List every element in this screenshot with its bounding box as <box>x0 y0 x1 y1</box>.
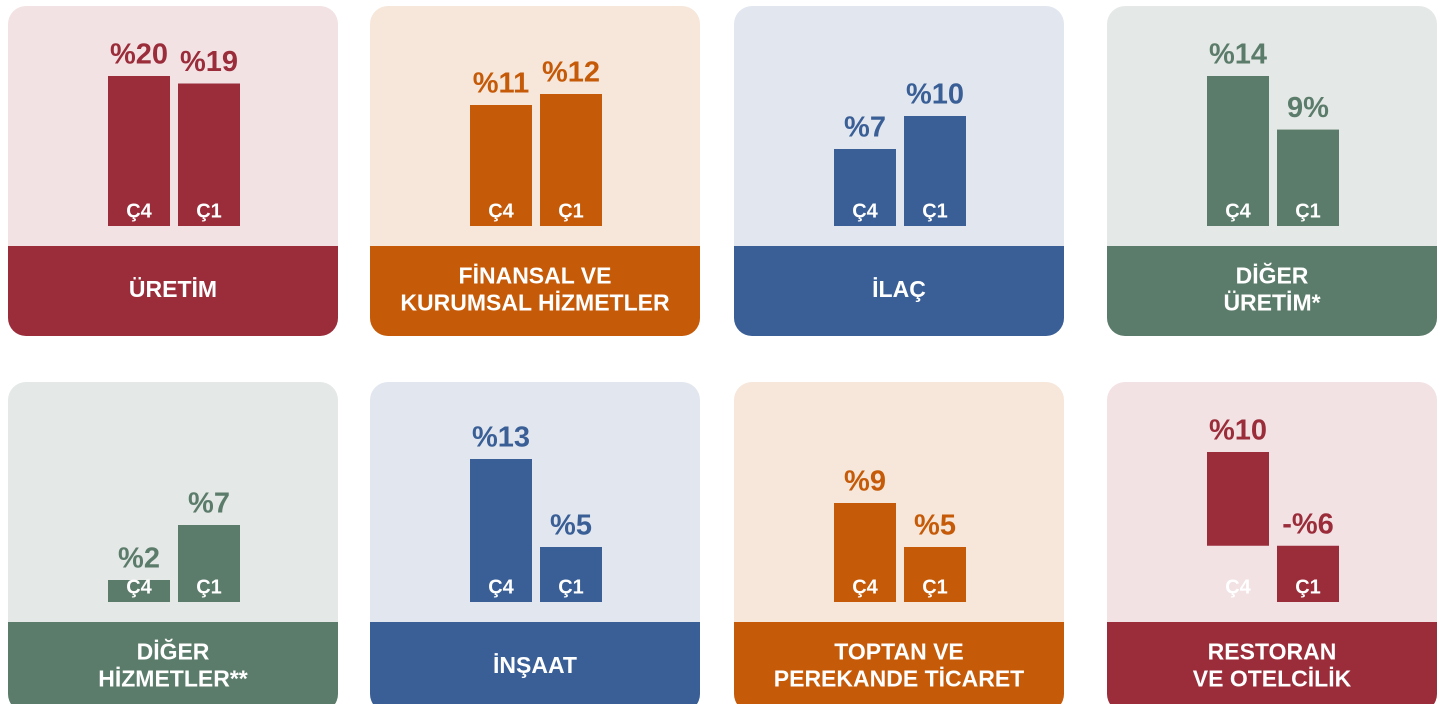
bar <box>834 503 896 602</box>
category-label: Ç4 <box>852 200 878 222</box>
panel-title: DİĞER <box>137 638 210 665</box>
title-band <box>370 622 700 704</box>
category-label: Ç1 <box>1295 200 1321 222</box>
bar <box>1277 129 1339 226</box>
value-label: %19 <box>180 46 238 78</box>
panel-body <box>370 382 700 704</box>
bar <box>540 547 602 602</box>
category-label: Ç1 <box>922 576 948 598</box>
title-band <box>1107 622 1437 704</box>
bar <box>1207 452 1269 546</box>
panel-body <box>734 6 1064 336</box>
panel-title: RESTORAN <box>1208 639 1337 665</box>
panel: ÜRETİM Ç4 %20 Ç1 %19 <box>8 6 338 336</box>
category-label: Ç4 <box>852 576 878 598</box>
panel-title: PEREKANDE TİCARET <box>774 666 1024 692</box>
category-label: Ç1 <box>196 200 222 222</box>
title-band <box>8 622 338 704</box>
panel: İNŞAAT Ç4 %13 Ç1 %5 <box>370 382 700 704</box>
value-label: %5 <box>550 510 592 542</box>
value-label: %7 <box>188 488 230 520</box>
title-band <box>734 246 1064 336</box>
value-label: -%6 <box>1282 508 1334 540</box>
panel-body <box>8 6 338 336</box>
panel-title: İNŞAAT <box>493 652 577 678</box>
category-label: Ç4 <box>488 200 514 222</box>
panel-title: TOPTAN VE <box>834 639 964 665</box>
bar <box>470 105 532 226</box>
panel-body <box>1107 382 1437 704</box>
category-label: Ç4 <box>126 200 152 222</box>
category-label: Ç1 <box>558 576 584 598</box>
category-label: Ç4 <box>126 576 152 598</box>
bar <box>178 525 240 602</box>
panel-title: FİNANSAL VE <box>459 263 612 289</box>
bar <box>904 547 966 602</box>
bar <box>540 94 602 226</box>
panel-body <box>370 6 700 336</box>
category-label: Ç1 <box>922 200 948 222</box>
bar <box>470 459 532 602</box>
category-label: Ç1 <box>196 576 222 598</box>
bar <box>1207 76 1269 226</box>
value-label: %20 <box>110 39 168 71</box>
value-label: %9 <box>844 466 886 498</box>
panel-title: DİĞER <box>1236 262 1309 289</box>
panel-body <box>734 382 1064 704</box>
value-label: %13 <box>472 422 530 454</box>
category-label: Ç4 <box>1225 576 1251 598</box>
bar <box>1277 545 1339 602</box>
bar <box>904 116 966 226</box>
value-label: %11 <box>473 68 529 100</box>
category-label: Ç4 <box>488 576 514 598</box>
panel-body <box>1107 6 1437 336</box>
bar <box>834 149 896 226</box>
category-label: Ç1 <box>1295 576 1321 598</box>
panel-title: İLAÇ <box>872 276 926 302</box>
bar <box>108 580 170 602</box>
panel: İLAÇ Ç4 %7 Ç1 %10 <box>734 6 1064 336</box>
value-label: 9% <box>1287 92 1329 124</box>
panel-title: ÜRETİM* <box>1223 290 1320 316</box>
bar <box>108 76 170 226</box>
title-band <box>1107 246 1437 336</box>
value-label: %7 <box>844 112 886 144</box>
title-band <box>8 246 338 336</box>
value-label: %12 <box>542 57 600 89</box>
value-label: %5 <box>914 510 956 542</box>
category-label: Ç1 <box>558 200 584 222</box>
value-label: %10 <box>1209 415 1267 447</box>
panel-title: VE OTELCİLİK <box>1193 666 1352 692</box>
value-label: %10 <box>906 79 964 111</box>
value-label: %14 <box>1209 39 1267 71</box>
category-label: Ç4 <box>1225 200 1251 222</box>
panel-title: KURUMSAL HİZMETLER <box>400 290 670 316</box>
value-label: %2 <box>118 543 160 575</box>
bar <box>178 83 240 226</box>
panel-title: ÜRETİM <box>129 276 217 302</box>
title-band <box>734 622 1064 704</box>
panel-body <box>8 382 338 704</box>
title-band <box>370 246 700 336</box>
panel-title: HİZMETLER** <box>98 666 248 692</box>
